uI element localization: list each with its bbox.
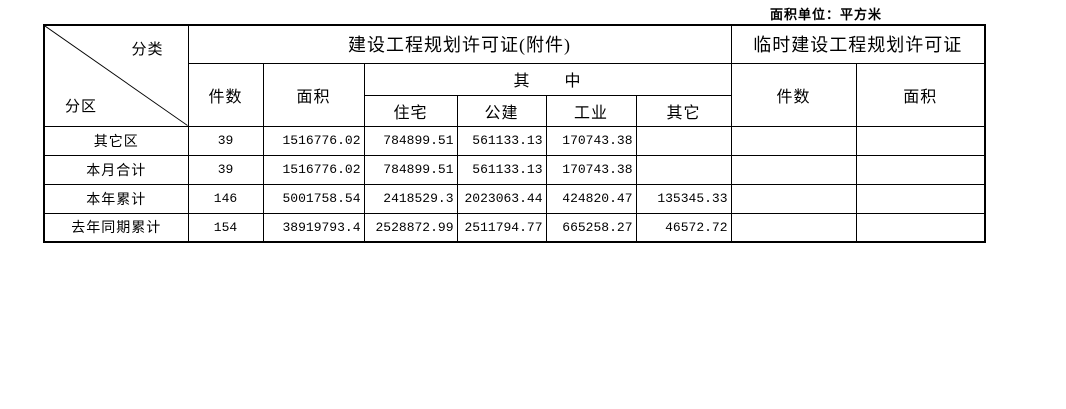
- cell-count: 39: [187, 125, 264, 156]
- cell-public-building: 2023063.44: [456, 183, 547, 214]
- row-label: 本月合计: [43, 154, 189, 185]
- cell-residential: 2418529.3: [363, 183, 458, 214]
- cell-temp-area: [855, 183, 986, 214]
- cell-public-building: 561133.13: [456, 125, 547, 156]
- cell-temp-count: [730, 212, 857, 243]
- cell-temp-count: [730, 154, 857, 185]
- cell-temp-area: [855, 125, 986, 156]
- header-count: 件数: [187, 62, 264, 127]
- cell-residential: 2528872.99: [363, 212, 458, 243]
- header-row-1: 分类 分区 建设工程规划许可证(附件) 临时建设工程规划许可证: [43, 24, 986, 127]
- header-temp-count: 件数: [730, 62, 857, 127]
- table-row-month-total: 本月合计 39 1516776.02 784899.51 561133.13 1…: [43, 154, 986, 185]
- header-temporary-permit: 临时建设工程规划许可证: [730, 24, 986, 64]
- cell-other: 135345.33: [635, 183, 732, 214]
- cell-count: 146: [187, 183, 264, 214]
- cell-area: 38919793.4: [262, 212, 365, 243]
- header-public-building: 公建: [456, 94, 547, 127]
- header-construction-permit: 建设工程规划许可证(附件): [187, 24, 732, 64]
- header-area: 面积: [262, 62, 365, 127]
- cell-industry: 170743.38: [545, 125, 637, 156]
- cell-residential: 784899.51: [363, 154, 458, 185]
- cell-public-building: 2511794.77: [456, 212, 547, 243]
- header-other: 其它: [635, 94, 732, 127]
- cell-residential: 784899.51: [363, 125, 458, 156]
- diagonal-divider-line: [45, 26, 187, 125]
- row-label: 其它区: [43, 125, 189, 156]
- cell-industry: 665258.27: [545, 212, 637, 243]
- cell-other: [635, 125, 732, 156]
- cell-temp-count: [730, 183, 857, 214]
- cell-other: 46572.72: [635, 212, 732, 243]
- cell-industry: 424820.47: [545, 183, 637, 214]
- cell-temp-area: [855, 212, 986, 243]
- table-row-other-district: 其它区 39 1516776.02 784899.51 561133.13 17…: [43, 125, 986, 156]
- cell-public-building: 561133.13: [456, 154, 547, 185]
- header-residential: 住宅: [363, 94, 458, 127]
- header-temp-area: 面积: [855, 62, 986, 127]
- cell-temp-area: [855, 154, 986, 185]
- corner-label-district: 分区: [65, 98, 98, 115]
- corner-label-classification: 分类: [131, 42, 164, 58]
- cell-area: 1516776.02: [262, 125, 365, 156]
- cell-other: [635, 154, 732, 185]
- cell-count: 39: [187, 154, 264, 185]
- header-among-which: 其 中: [363, 62, 732, 96]
- corner-header-cell: 分类 分区: [43, 24, 189, 127]
- cell-temp-count: [730, 125, 857, 156]
- row-label: 去年同期累计: [43, 212, 189, 243]
- table-row-last-year-same-period: 去年同期累计 154 38919793.4 2528872.99 2511794…: [43, 212, 986, 243]
- cell-count: 154: [187, 212, 264, 243]
- cell-area: 5001758.54: [262, 183, 365, 214]
- cell-area: 1516776.02: [262, 154, 365, 185]
- area-unit-label: 面积单位：平方米: [770, 7, 883, 22]
- cell-industry: 170743.38: [545, 154, 637, 185]
- table-row-year-total: 本年累计 146 5001758.54 2418529.3 2023063.44…: [43, 183, 986, 214]
- permit-summary-table: 分类 分区 建设工程规划许可证(附件) 临时建设工程规划许可证 件数 面积 其 …: [43, 24, 987, 243]
- header-industry: 工业: [545, 94, 637, 127]
- row-label: 本年累计: [43, 183, 189, 214]
